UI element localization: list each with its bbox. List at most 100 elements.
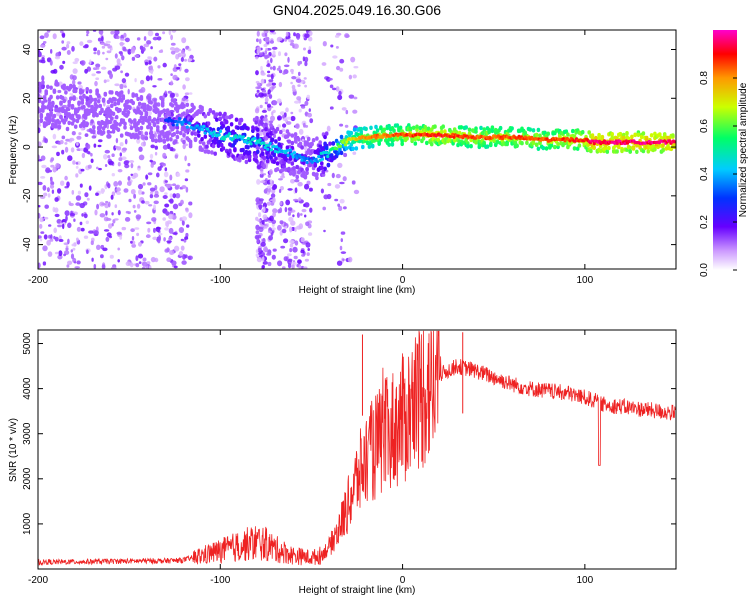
heatmap-cell [116,58,121,65]
heatmap-cell [91,257,94,262]
heatmap-cell [322,206,327,211]
heatmap-cell [303,77,307,80]
heatmap-cell [271,186,277,191]
heatmap-cell [291,264,295,269]
heatmap-cell [38,81,42,87]
heatmap-cell [118,108,122,113]
heatmap-cell [262,164,267,169]
heatmap-cell [137,253,144,259]
heatmap-cell [302,160,306,165]
heatmap-cell [93,97,98,103]
heatmap-cell [272,152,277,158]
heatmap-cell [88,185,92,191]
heatmap-cell [42,96,47,101]
heatmap-cell [100,188,105,194]
heatmap-cell [639,134,644,140]
heatmap-cell [541,145,546,151]
y-tick-label: 20 [22,92,33,104]
heatmap-cell [165,211,170,216]
heatmap-cell [182,104,186,109]
heatmap-cell [72,247,76,251]
heatmap-cell [142,102,147,108]
heatmap-cell [400,138,405,144]
heatmap-cell [46,239,51,246]
heatmap-cell [236,125,240,130]
heatmap-cell [124,37,130,43]
heatmap-cell [262,117,268,122]
heatmap-cell [170,92,175,98]
heatmap-cell [276,150,280,154]
heatmap-cell [121,96,126,101]
heatmap-cell [318,158,322,162]
snr-series-line [38,330,676,566]
heatmap-cell [425,140,429,146]
heatmap-cell [301,208,307,213]
heatmap-cell [125,261,131,267]
heatmap-cell [345,140,349,144]
heatmap-cell [67,238,70,245]
heatmap-cell [152,117,157,122]
heatmap-cell [127,88,130,95]
heatmap-cell [337,162,343,168]
heatmap-cell [615,149,619,154]
heatmap-cell [111,173,116,177]
heatmap-cell [103,229,110,232]
heatmap-cell [50,49,53,54]
heatmap-cell [43,234,48,240]
heatmap-cell [38,88,42,93]
heatmap-cell [145,75,151,82]
heatmap-cell [164,203,170,208]
heatmap-cell [213,140,217,145]
heatmap-cell [107,43,111,49]
heatmap-cell [323,166,327,171]
heatmap-cell [92,125,96,130]
heatmap-cell [339,150,344,156]
heatmap-cell [132,172,139,178]
heatmap-cell [257,234,262,239]
heatmap-cell [615,141,619,145]
heatmap-cell [111,111,116,117]
heatmap-cell [167,122,171,127]
heatmap-cell [82,93,86,99]
heatmap-cell [157,166,162,172]
heatmap-cell [39,223,43,229]
heatmap-cell [293,32,296,37]
heatmap-cell [268,79,274,82]
heatmap-cell [265,47,269,52]
heatmap-cell [264,36,270,43]
heatmap-cell [184,155,187,162]
heatmap-cell [44,32,49,38]
heatmap-cell [172,132,176,137]
heatmap-cell [184,143,188,147]
heatmap-cell [168,213,174,220]
heatmap-cell [121,156,127,160]
heatmap-cell [259,180,266,184]
heatmap-cell [123,85,127,88]
heatmap-cell [485,144,490,149]
heatmap-cell [50,69,56,74]
heatmap-cell [90,152,93,157]
heatmap-cell [147,227,151,233]
heatmap-cell [128,198,132,203]
heatmap-cell [172,203,179,210]
heatmap-cell [137,130,142,136]
heatmap-cell [133,210,137,213]
heatmap-cell [168,199,173,203]
heatmap-cell [139,111,144,116]
heatmap-cell [61,135,66,140]
heatmap-cell [175,193,181,199]
heatmap-cell [90,158,94,163]
heatmap-cell [267,261,272,267]
heatmap-cell [180,199,184,205]
heatmap-cell [50,177,53,183]
heatmap-cell [546,131,550,136]
heatmap-cell [421,136,426,141]
heatmap-cell [176,120,180,124]
heatmap-cell [101,45,106,49]
heatmap-cell [298,108,302,113]
heatmap-cell [296,212,300,218]
heatmap-cell [222,137,226,141]
heatmap-cell [62,60,66,64]
heatmap-cell [84,133,89,138]
heatmap-cell [118,157,123,162]
